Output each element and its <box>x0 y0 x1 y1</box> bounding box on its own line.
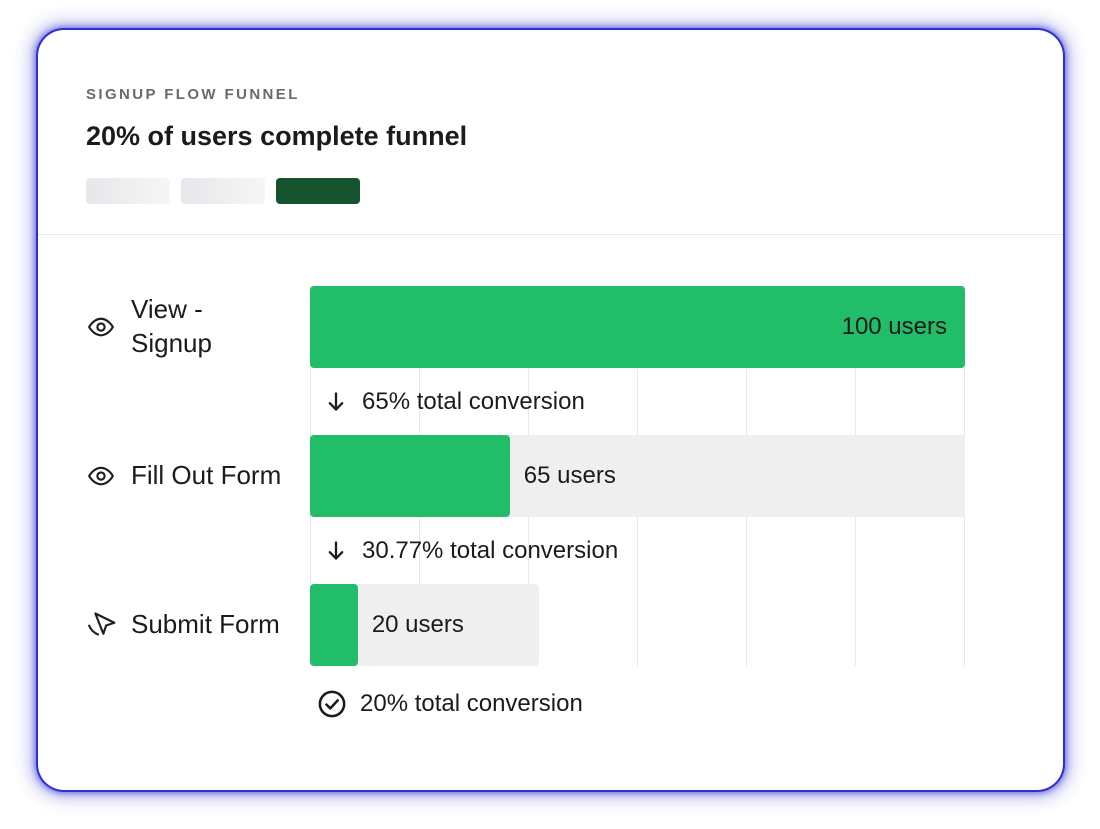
final-conversion-content: 20% total conversion <box>310 688 583 720</box>
step-name: Submit Form <box>131 609 280 640</box>
funnel-bar-fill[interactable] <box>310 584 358 666</box>
conversion-label: 65% total conversion <box>362 387 585 415</box>
conversion-label: 20% total conversion <box>360 690 583 717</box>
pageview-icon <box>86 312 116 342</box>
pageview-icon <box>86 461 116 491</box>
bar-area-3: 20 users <box>310 584 965 666</box>
step-label-2: Fill Out Form <box>86 459 310 493</box>
funnel-bar-value: 20 users <box>371 611 464 638</box>
divider <box>38 234 1063 235</box>
funnel-step-row-3: Submit Form 20 users <box>86 584 965 666</box>
step-pill-1 <box>86 178 170 204</box>
funnel-step-row-2: Fill Out Form 65 users <box>86 435 965 517</box>
final-conversion-row: 20% total conversion <box>86 688 965 720</box>
step-pill-2 <box>181 178 265 204</box>
step-label-1: View - Signup <box>86 293 310 361</box>
card-eyebrow: SIGNUP FLOW FUNNEL <box>86 86 300 103</box>
funnel-card: SIGNUP FLOW FUNNEL 20% of users complete… <box>38 30 1063 790</box>
funnel-step-row-1: View - Signup 100 users <box>86 286 965 368</box>
conversion-row-2: 30.77% total conversion <box>86 517 965 584</box>
funnel-chart: View - Signup 100 users 65% <box>38 235 1063 720</box>
funnel-bar-value: 100 users <box>841 313 947 340</box>
step-name: View - Signup <box>131 294 212 358</box>
funnel-chart-body: View - Signup 100 users 65% <box>86 286 965 666</box>
conversion-content: 65% total conversion <box>310 388 585 416</box>
conversion-content: 30.77% total conversion <box>310 537 618 565</box>
funnel-bar-fill[interactable] <box>310 435 510 517</box>
cursor-click-icon <box>86 610 116 640</box>
funnel-step-pills <box>86 178 1015 204</box>
card-header: SIGNUP FLOW FUNNEL 20% of users complete… <box>38 30 1063 204</box>
conversion-row-1: 65% total conversion <box>86 368 965 435</box>
check-circle-icon <box>316 688 348 720</box>
step-pill-3 <box>276 178 360 204</box>
funnel-bar-value: 65 users <box>523 462 616 489</box>
arrow-down-icon <box>324 539 348 563</box>
step-label-3: Submit Form <box>86 608 310 642</box>
arrow-down-icon <box>324 390 348 414</box>
bar-area-1: 100 users <box>310 286 965 368</box>
card-title: 20% of users complete funnel <box>86 121 468 151</box>
bar-area-2: 65 users <box>310 435 965 517</box>
step-name: Fill Out Form <box>131 460 282 491</box>
conversion-label: 30.77% total conversion <box>362 536 619 564</box>
